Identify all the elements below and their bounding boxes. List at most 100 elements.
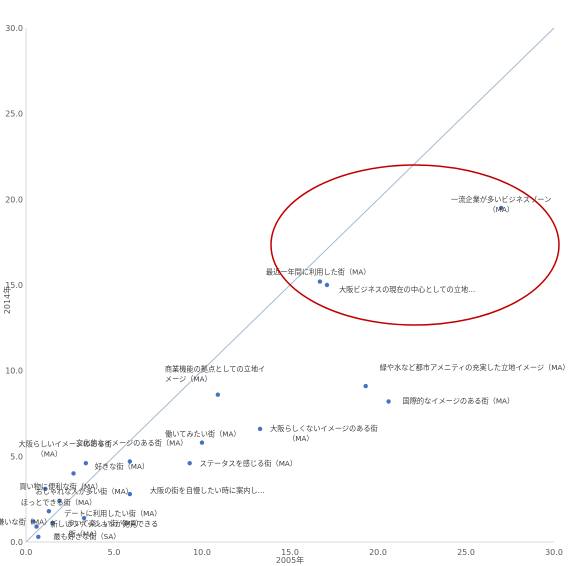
point-label: 歩いて楽しい街（MA）	[67, 519, 143, 528]
point-label-line: 大阪の街を自慢したい時に案内し…	[150, 486, 265, 495]
data-point: 好きな街（MA）	[83, 460, 149, 471]
data-point: 歩いて楽しい街（MA）	[50, 519, 143, 528]
point-label-line: 買い物に便利な街（MA）	[19, 482, 102, 491]
point-label-line: 緑や水など都市アメニティの充実した立地イメージ（MA）	[380, 363, 570, 372]
y-tick-label: 10.0	[5, 367, 23, 376]
y-tick-label: 5.0	[10, 452, 23, 461]
point-label-line: 最も好きな街（SA）	[53, 532, 120, 541]
point-label: 大阪らしいイメージのある街（MA）	[19, 439, 112, 458]
point-label-line: デートに利用したい街（MA）	[64, 509, 161, 518]
point-marker	[46, 508, 52, 514]
point-marker	[50, 520, 55, 526]
point-label: 大阪ビジネスの現在の中心としての立地…	[339, 285, 475, 294]
data-point: 大阪らしくないイメージのある街（MA）	[257, 424, 378, 443]
data-point: 働いてみたい街（MA）	[165, 430, 241, 445]
point-label: ほっとできる街（MA）	[21, 498, 96, 507]
point-marker	[71, 471, 76, 476]
point-label: 大阪の街を自慢したい時に案内し…	[150, 486, 265, 495]
point-label: 文化的なイメージのある街（MA）	[76, 438, 188, 447]
point-marker	[30, 519, 36, 524]
point-label-line: 大阪ビジネスの現在の中心としての立地…	[339, 285, 475, 294]
y-axis-title: 2014年	[2, 286, 12, 314]
y-tick-label: 20.0	[5, 195, 23, 204]
point-label: 商業機能の拠点としての立地イメージ（MA）	[165, 365, 265, 384]
data-point: 国際的なイメージのある街（MA）	[386, 397, 514, 406]
point-label-line: 一流企業が多いビジネスゾーン	[451, 195, 551, 204]
point-marker	[187, 460, 192, 466]
data-point: 嫌いな街（MA）	[0, 517, 51, 526]
y-tick-label: 25.0	[5, 110, 23, 119]
point-label-line: （MA）	[37, 449, 63, 458]
point-label: おしゃれな人が多い街（MA）	[35, 487, 132, 496]
point-marker	[34, 524, 39, 529]
point-marker	[127, 459, 133, 464]
point-label: 嫌いな街（MA）	[0, 517, 51, 526]
point-marker	[499, 205, 504, 211]
point-label: 買い物に便利な街（MA）	[19, 482, 102, 491]
point-marker	[363, 383, 368, 389]
x-tick-label: 25.0	[457, 548, 475, 557]
point-label-line: （MA）	[488, 205, 514, 214]
point-label: 一流企業が多いビジネスゾーン（MA）	[451, 195, 551, 214]
point-marker	[317, 279, 323, 284]
point-marker	[43, 486, 48, 492]
data-point: 大阪の街を自慢したい時に案内し…	[127, 486, 265, 497]
axes	[25, 28, 554, 543]
point-label: 国際的なイメージのある街（MA）	[403, 397, 515, 406]
point-marker	[386, 399, 391, 404]
point-label: ステータスを感じる街（MA）	[200, 459, 297, 468]
point-marker	[57, 498, 62, 504]
point-label-line: 大阪らしくないイメージのある街	[270, 424, 378, 433]
point-label-line: 新しいファッションが発見できる	[51, 520, 159, 529]
point-label-line: おしゃれな人が多い街（MA）	[35, 487, 132, 496]
point-label-line: 好きな街（MA）	[95, 462, 149, 471]
point-label-line: 歩いて楽しい街（MA）	[67, 519, 143, 528]
data-point: デートに利用したい街（MA）	[64, 509, 161, 521]
data-point: 緑や水など都市アメニティの充実した立地イメージ（MA）	[363, 363, 570, 389]
point-label: 大阪らしくないイメージのある街（MA）	[270, 424, 378, 443]
data-point: おしゃれな人が多い街（MA）	[35, 487, 133, 504]
data-point: ほっとできる街（MA）	[21, 498, 96, 514]
x-tick-label: 15.0	[281, 548, 299, 557]
point-marker	[83, 460, 89, 466]
point-label-line: 国際的なイメージのある街（MA）	[403, 397, 515, 406]
point-label-line: （MA）	[288, 434, 314, 443]
point-marker	[127, 491, 133, 497]
x-tick-label: 5.0	[108, 548, 121, 557]
point-label: デートに利用したい街（MA）	[64, 509, 161, 518]
data-point: ステータスを感じる街（MA）	[187, 459, 297, 468]
point-label-line: 文化的なイメージのある街（MA）	[76, 438, 188, 447]
x-tick-label: 10.0	[193, 548, 211, 557]
point-label: 緑や水など都市アメニティの充実した立地イメージ（MA）	[380, 363, 570, 372]
point-label-line: 街（MA）	[69, 530, 102, 539]
point-label: 働いてみたい街（MA）	[165, 430, 241, 439]
point-label-line: 商業機能の拠点としての立地イ	[165, 365, 265, 374]
point-label-line: メージ（MA）	[165, 375, 212, 384]
data-point: 一流企業が多いビジネスゾーン（MA）	[451, 195, 551, 214]
point-label-line: ステータスを感じる街（MA）	[200, 459, 297, 468]
point-label: 新しいファッションが発見できる街（MA）	[51, 520, 159, 539]
point-label: 好きな街（MA）	[95, 462, 149, 471]
data-point: 文化的なイメージのある街（MA）	[76, 438, 188, 464]
point-label: 最近一年間に利用した街（MA）	[266, 268, 371, 277]
x-tick-label: 20.0	[369, 548, 387, 557]
highlight-ellipse	[270, 164, 560, 326]
point-marker	[81, 515, 87, 521]
point-label-line: 嫌いな街（MA）	[0, 517, 51, 526]
x-tick-label: 0.0	[20, 548, 33, 557]
data-point: 大阪らしいイメージのある街（MA）	[19, 439, 112, 476]
x-axis-title: 2005年	[276, 555, 304, 565]
data-point: 最も好きな街（SA）	[36, 532, 120, 541]
data-point: 最近一年間に利用した街（MA）	[266, 268, 371, 284]
data-point: 買い物に便利な街（MA）	[19, 482, 102, 492]
data-point: 商業機能の拠点としての立地イメージ（MA）	[165, 365, 265, 397]
point-label-line: 働いてみたい街（MA）	[165, 430, 241, 439]
point-label: 最も好きな街（SA）	[53, 532, 120, 541]
data-point: 大阪ビジネスの現在の中心としての立地…	[324, 282, 475, 294]
y-tick-label: 0.0	[10, 538, 23, 547]
data-point: 新しいファッションが発見できる街（MA）	[34, 520, 158, 539]
point-marker	[324, 282, 330, 288]
x-tick-label: 30.0	[545, 548, 563, 557]
y-tick-label: 15.0	[5, 281, 23, 290]
